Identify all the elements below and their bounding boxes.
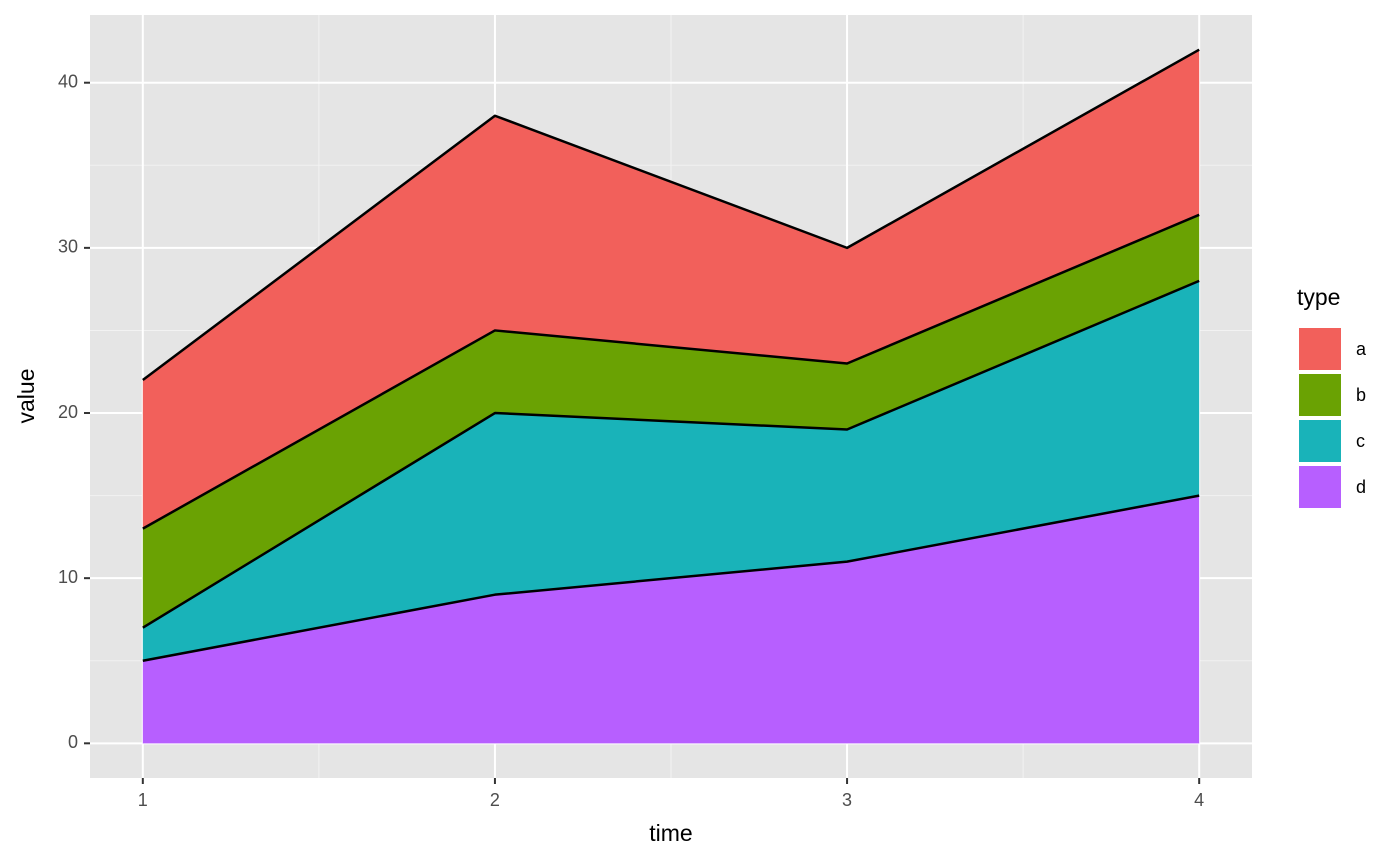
x-axis-title: time (649, 820, 692, 846)
area-outline (142, 213, 1200, 530)
y-tick-label: 20 (58, 402, 78, 422)
y-tick-label: 0 (68, 732, 78, 752)
legend-label: a (1356, 339, 1367, 359)
area (142, 280, 1200, 661)
x-tick-label: 3 (842, 790, 852, 810)
legend-label: d (1356, 477, 1366, 497)
legend-key (1299, 328, 1341, 370)
legend-title: type (1297, 284, 1340, 310)
legend-key (1299, 466, 1341, 508)
area (142, 495, 1200, 744)
area-outline (142, 48, 1200, 381)
legend-key (1299, 420, 1341, 462)
area (142, 49, 1200, 529)
legend-label: c (1356, 431, 1365, 451)
y-tick-label: 40 (58, 71, 78, 91)
y-tick-label: 30 (58, 237, 78, 257)
x-tick-label: 2 (490, 790, 500, 810)
legend-key (1299, 374, 1341, 416)
x-tick-label: 1 (138, 790, 148, 810)
area-outline (142, 279, 1200, 629)
y-axis-title: value (13, 369, 39, 424)
y-tick-label: 10 (58, 567, 78, 587)
legend-label: b (1356, 385, 1366, 405)
x-tick-label: 4 (1194, 790, 1204, 810)
area-outline (142, 494, 1200, 662)
